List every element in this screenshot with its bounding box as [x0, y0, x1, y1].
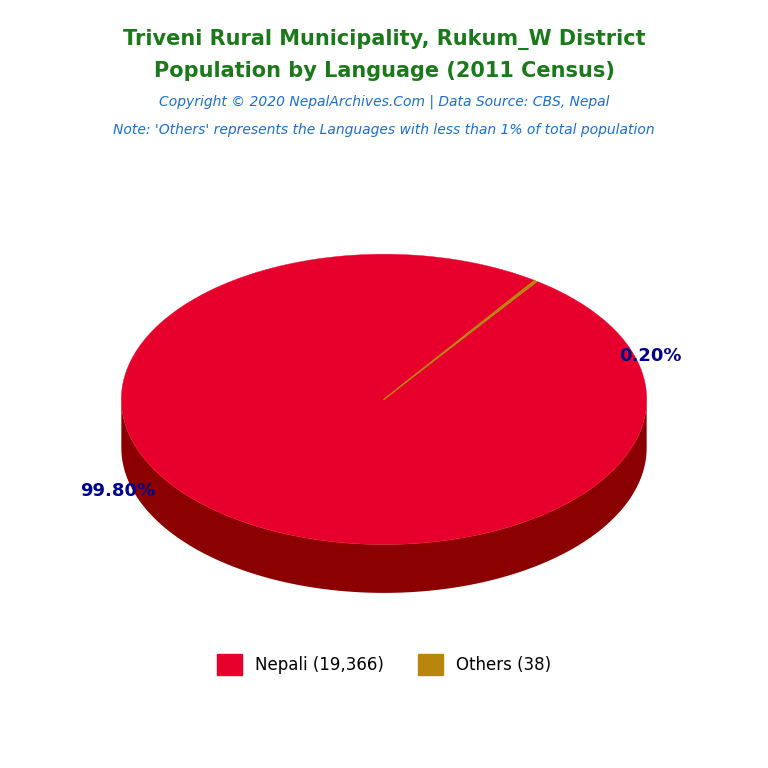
- Text: 99.80%: 99.80%: [80, 482, 155, 500]
- Legend: Nepali (19,366), Others (38): Nepali (19,366), Others (38): [210, 647, 558, 681]
- Polygon shape: [121, 399, 647, 593]
- Text: Triveni Rural Municipality, Rukum_W District: Triveni Rural Municipality, Rukum_W Dist…: [123, 29, 645, 50]
- Text: Note: 'Others' represents the Languages with less than 1% of total population: Note: 'Others' represents the Languages …: [113, 123, 655, 137]
- Text: 0.20%: 0.20%: [619, 347, 681, 366]
- Polygon shape: [384, 280, 538, 399]
- Text: Population by Language (2011 Census): Population by Language (2011 Census): [154, 61, 614, 81]
- Text: Copyright © 2020 NepalArchives.Com | Data Source: CBS, Nepal: Copyright © 2020 NepalArchives.Com | Dat…: [159, 94, 609, 109]
- Polygon shape: [121, 254, 647, 545]
